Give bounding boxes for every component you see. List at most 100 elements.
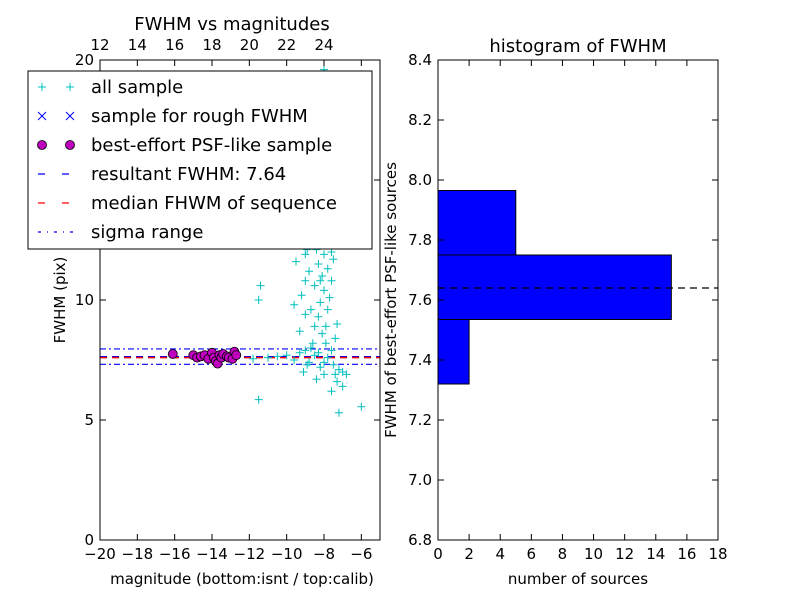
x-tick-label: 16 — [677, 545, 696, 563]
top-axis-tick-label: 22 — [277, 36, 296, 54]
all-sample-point — [301, 276, 310, 285]
x-tick-label: 8 — [558, 545, 568, 563]
legend-label: best-effort PSF-like sample — [91, 135, 332, 156]
all-sample-point — [327, 387, 336, 396]
all-sample-point — [323, 264, 332, 273]
all-sample-point — [331, 370, 340, 379]
all-sample-point — [321, 339, 330, 348]
all-sample-point — [320, 286, 328, 295]
all-sample-point — [303, 360, 312, 369]
all-sample-point — [320, 250, 328, 259]
x-tick-label: 4 — [495, 545, 505, 563]
legend-label: median FHWM of sequence — [91, 193, 337, 214]
all-sample-point — [295, 327, 304, 336]
all-sample-point — [334, 408, 343, 417]
x-tick-label: −18 — [122, 545, 154, 563]
legend-x-marker — [37, 111, 47, 121]
all-sample-point — [318, 272, 327, 280]
all-sample-point — [282, 351, 291, 360]
y-tick-label: 7.2 — [408, 411, 432, 429]
histogram-bar — [437, 319, 470, 385]
top-axis-tick-label: 16 — [165, 36, 184, 54]
all-sample-point — [308, 339, 317, 348]
x-tick-label: −12 — [234, 545, 266, 563]
x-tick-label: 12 — [615, 545, 634, 563]
right-y-axis-label: FWHM of best-effort PSF-like sources — [382, 162, 400, 438]
legend-plus-marker — [38, 83, 46, 91]
legend-x-marker — [65, 111, 75, 121]
top-axis-tick-label: 24 — [314, 36, 333, 54]
y-tick-label: 8.0 — [408, 171, 432, 189]
y-tick-label: 7.8 — [408, 231, 432, 249]
all-sample-point — [301, 310, 310, 319]
left-chart-title: FWHM vs magnitudes — [134, 14, 329, 35]
psf-sample-point — [167, 349, 178, 359]
legend-box — [27, 70, 373, 250]
fwhm-histogram-chart: 0 2 4 6 8 10 12 14 16 18 6.8 7.0 7.2 7.4 7.6 7.8 8.0 8.2 8… — [382, 36, 728, 588]
all-sample-point — [312, 375, 321, 384]
all-sample-point — [310, 322, 319, 331]
all-sample-point — [329, 255, 338, 264]
left-x-axis-label: magnitude (bottom:isnt / top:calib) — [110, 570, 374, 588]
all-sample-point — [254, 395, 263, 404]
top-axis-tick-label: 18 — [202, 36, 221, 54]
all-sample-point — [249, 354, 258, 363]
all-sample-point — [314, 260, 323, 268]
all-sample-point — [325, 293, 334, 302]
all-sample-point — [314, 348, 323, 357]
right-x-axis-label: number of sources — [508, 570, 648, 588]
legend-label: sample for rough FWHM — [91, 106, 308, 127]
all-sample-point — [331, 334, 340, 343]
right-chart-title: histogram of FWHM — [489, 36, 666, 57]
y-tick-label: 7.0 — [408, 471, 432, 489]
x-tick-label: −20 — [84, 545, 116, 563]
all-sample-point — [254, 296, 263, 304]
x-tick-label: −14 — [196, 545, 228, 563]
all-sample-point — [316, 363, 325, 372]
all-sample-point — [327, 346, 336, 355]
all-sample-point — [320, 370, 328, 379]
x-tick-label: −10 — [271, 545, 303, 563]
all-sample-point — [333, 320, 342, 328]
top-axis-tick-label: 20 — [240, 36, 259, 54]
all-sample-point — [320, 358, 328, 367]
top-axis-tick-label: 12 — [90, 36, 109, 54]
x-tick-label: 18 — [708, 545, 727, 563]
legend-plus-marker — [66, 83, 74, 91]
y-tick-label: 20 — [75, 51, 94, 69]
y-tick-label: 10 — [75, 291, 94, 309]
histogram-bar — [437, 190, 517, 256]
legend-label: sigma range — [91, 222, 203, 243]
legend-label: resultant FWHM: 7.64 — [91, 164, 286, 185]
histogram-bar — [437, 254, 672, 320]
all-sample-point — [264, 353, 272, 362]
all-sample-point — [310, 281, 319, 290]
all-sample-point — [306, 344, 315, 352]
all-sample-point — [338, 382, 347, 391]
psf-sample-point — [231, 350, 242, 361]
all-sample-point — [314, 312, 323, 321]
all-sample-point — [292, 257, 300, 266]
all-sample-point — [357, 402, 366, 411]
all-sample-point — [301, 250, 310, 259]
y-tick-label: 8.2 — [408, 111, 432, 129]
fwhm-vs-magnitude-chart: −20 −18 −16 −14 −12 −10 −8 −6 12 14 16 18 20 22 24 0 5 10… — [27, 14, 381, 588]
all-sample-point — [333, 377, 342, 386]
legend-label: all sample — [91, 77, 183, 98]
all-sample-point — [329, 360, 338, 369]
x-tick-label: 14 — [646, 545, 665, 563]
x-tick-label: −16 — [159, 545, 191, 563]
y-tick-label: 5 — [84, 411, 94, 429]
y-tick-label: 7.4 — [408, 351, 432, 369]
all-sample-point — [256, 281, 265, 290]
all-sample-point — [297, 291, 306, 300]
x-tick-label: −6 — [350, 545, 372, 563]
x-tick-label: 6 — [527, 545, 537, 563]
all-sample-point — [316, 276, 325, 285]
y-tick-label: 7.6 — [408, 291, 432, 309]
top-axis-tick-label: 14 — [128, 36, 147, 54]
all-sample-point — [290, 300, 299, 309]
all-sample-point — [273, 352, 282, 361]
all-sample-point — [290, 356, 299, 364]
